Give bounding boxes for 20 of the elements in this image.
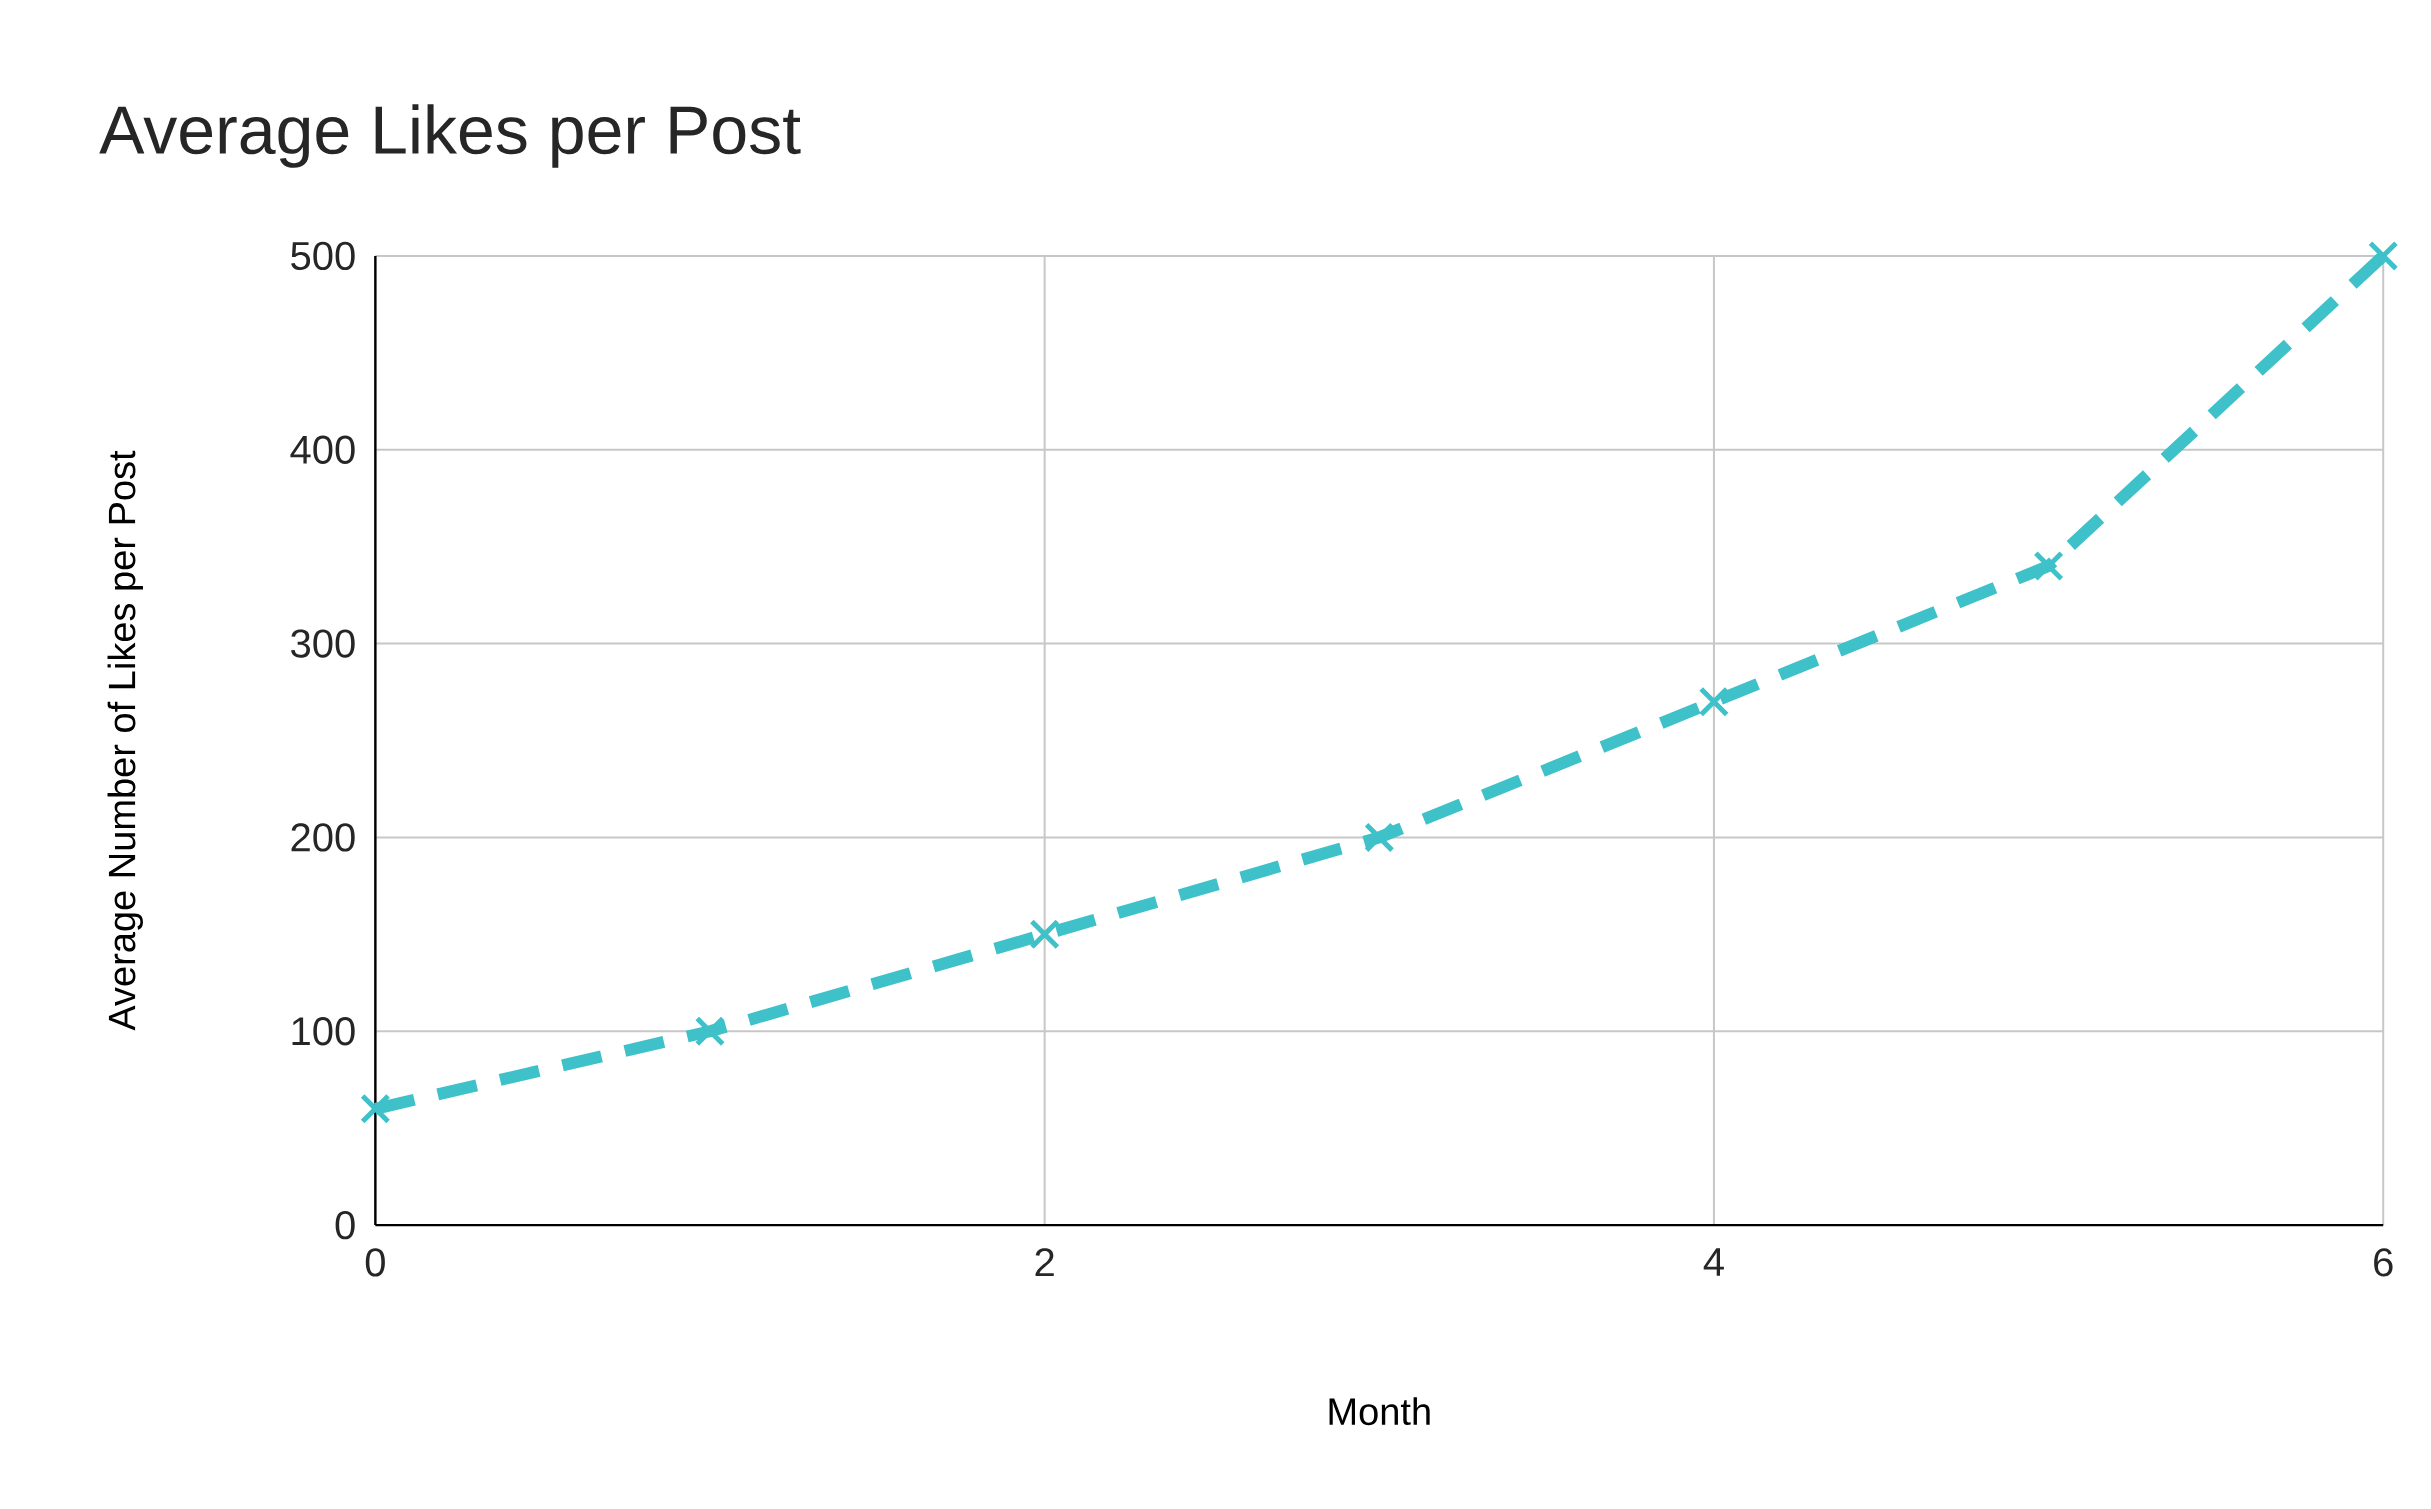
x-tick-label: 6 <box>2374 1248 2393 1277</box>
point <box>2033 550 2064 582</box>
x-axis-title: Month <box>1329 1397 1430 1426</box>
y-tick-label: 400 <box>290 435 355 465</box>
point <box>2367 240 2399 272</box>
point <box>1698 686 1730 718</box>
y-tick-label: 500 <box>291 241 355 271</box>
y-tick-label: 0 <box>335 1211 355 1240</box>
point <box>1364 822 1395 853</box>
x-tick-label: 2 <box>1035 1248 1054 1277</box>
point <box>360 1093 391 1125</box>
y-tick-label: 100 <box>292 1017 355 1046</box>
y-axis-title: Average Number of Likes per Post <box>107 450 143 1031</box>
y-tick-label: 300 <box>291 629 355 658</box>
point <box>1029 919 1060 950</box>
chart-title: Average Likes per Post <box>99 104 801 168</box>
point <box>694 1016 726 1047</box>
x-tick-label: 0 <box>365 1248 385 1277</box>
y-tick-label: 200 <box>291 823 355 852</box>
x-tick-label: 4 <box>1703 1248 1724 1276</box>
